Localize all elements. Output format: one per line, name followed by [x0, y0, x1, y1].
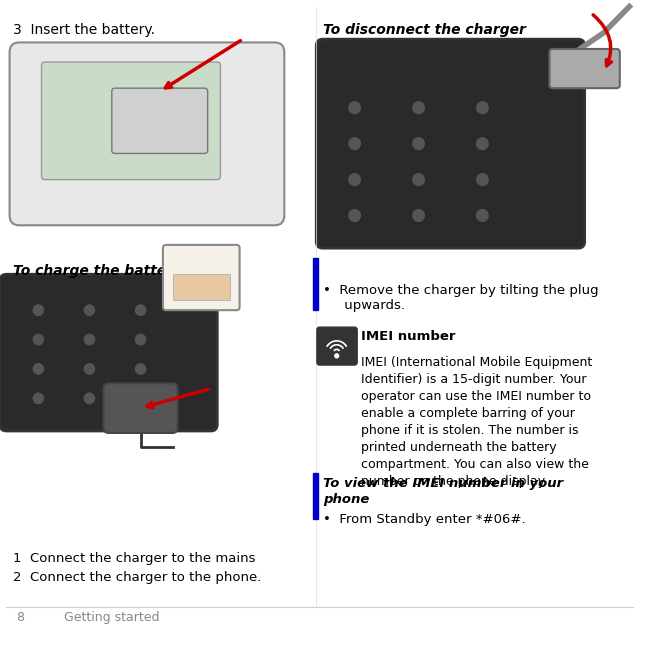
FancyBboxPatch shape	[9, 42, 284, 225]
Circle shape	[136, 305, 145, 315]
FancyBboxPatch shape	[549, 49, 620, 88]
Circle shape	[477, 102, 488, 114]
Text: Getting started: Getting started	[64, 611, 159, 624]
Circle shape	[349, 210, 360, 221]
Circle shape	[33, 393, 44, 404]
Circle shape	[477, 210, 488, 221]
Circle shape	[33, 305, 44, 315]
Circle shape	[136, 334, 145, 345]
Circle shape	[85, 364, 95, 374]
Bar	[313, 473, 318, 519]
Text: To charge the battery: To charge the battery	[13, 264, 182, 278]
Text: To view the IMEI number in your
phone: To view the IMEI number in your phone	[323, 477, 563, 505]
Text: 1  Connect the charger to the mains: 1 Connect the charger to the mains	[13, 552, 255, 565]
Circle shape	[85, 334, 95, 345]
Circle shape	[85, 393, 95, 404]
Circle shape	[349, 138, 360, 150]
Circle shape	[33, 364, 44, 374]
Circle shape	[335, 354, 338, 358]
Text: 3  Insert the battery.: 3 Insert the battery.	[13, 23, 155, 37]
Circle shape	[136, 364, 145, 374]
Text: IMEI number: IMEI number	[361, 330, 455, 343]
FancyBboxPatch shape	[42, 62, 220, 180]
Text: To disconnect the charger: To disconnect the charger	[323, 23, 525, 37]
Text: 8: 8	[16, 611, 24, 624]
FancyBboxPatch shape	[163, 245, 239, 310]
Circle shape	[412, 174, 424, 185]
Circle shape	[85, 305, 95, 315]
FancyBboxPatch shape	[317, 327, 357, 365]
Bar	[313, 258, 318, 310]
Circle shape	[412, 138, 424, 150]
FancyBboxPatch shape	[173, 274, 230, 300]
Circle shape	[412, 102, 424, 114]
Circle shape	[412, 210, 424, 221]
Text: IMEI (International Mobile Equipment
Identifier) is a 15-digit number. Your
oper: IMEI (International Mobile Equipment Ide…	[361, 356, 592, 488]
Circle shape	[477, 138, 488, 150]
Circle shape	[349, 102, 360, 114]
Circle shape	[136, 393, 145, 404]
FancyBboxPatch shape	[0, 274, 217, 431]
Text: 2  Connect the charger to the phone.: 2 Connect the charger to the phone.	[13, 571, 261, 584]
Text: •  Remove the charger by tilting the plug
     upwards.: • Remove the charger by tilting the plug…	[323, 284, 598, 312]
Circle shape	[477, 174, 488, 185]
Circle shape	[349, 174, 360, 185]
Text: •  From Standby enter *#06#.: • From Standby enter *#06#.	[323, 513, 525, 526]
Circle shape	[33, 334, 44, 345]
FancyBboxPatch shape	[104, 383, 178, 433]
FancyBboxPatch shape	[112, 88, 208, 153]
FancyBboxPatch shape	[316, 39, 584, 248]
